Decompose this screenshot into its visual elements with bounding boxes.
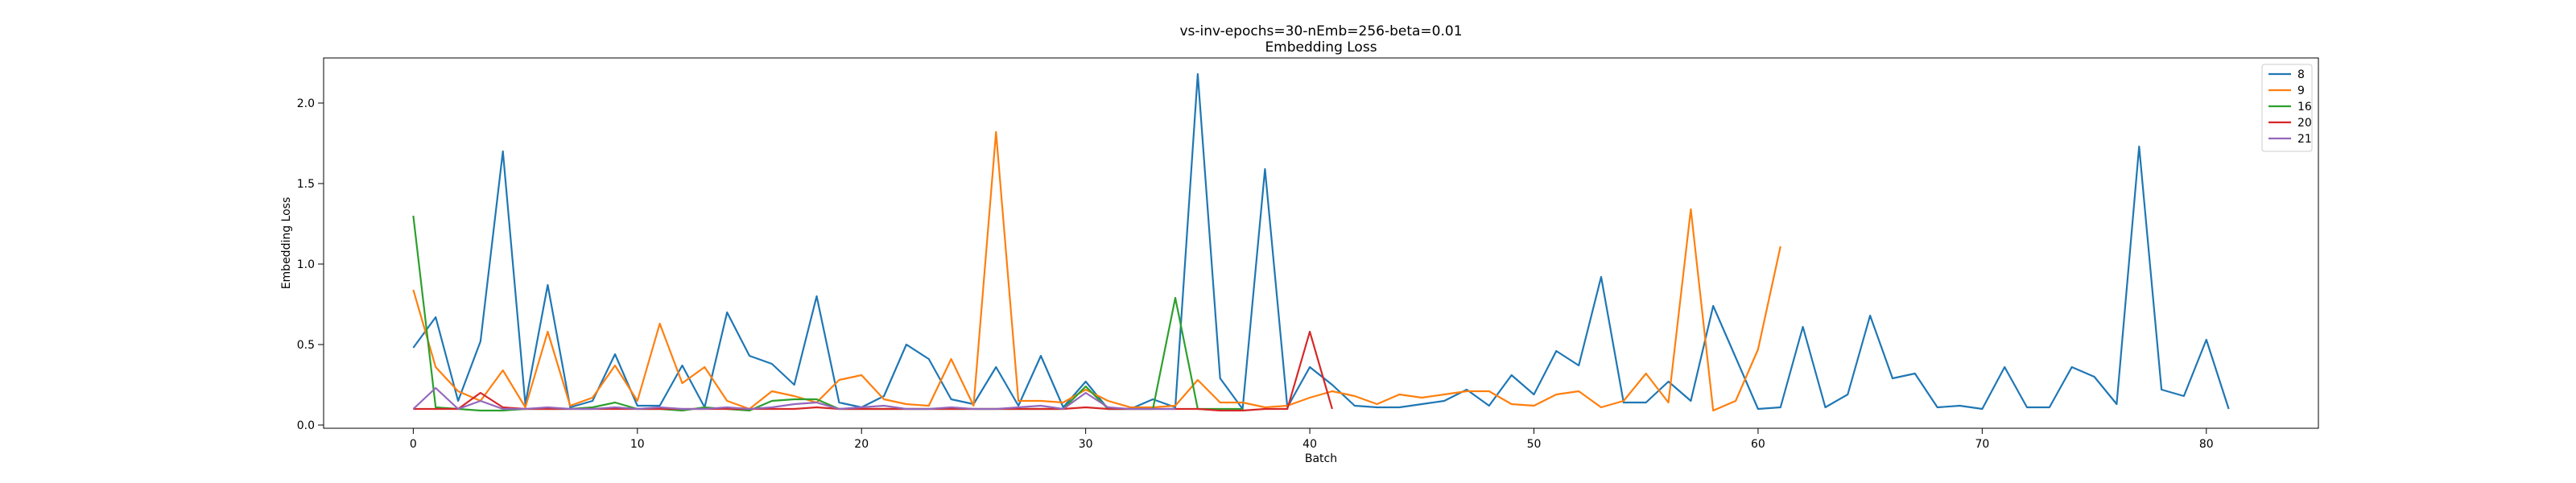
y-tick-label: 1.0 [297, 258, 315, 271]
series-line-21 [412, 386, 1175, 411]
legend-box [2261, 64, 2313, 152]
legend-label-16: 16 [2297, 101, 2312, 114]
x-tick-label: 80 [2199, 438, 2214, 451]
x-tick-label: 60 [1751, 438, 1765, 451]
legend-label-20: 20 [2297, 117, 2312, 130]
x-tick-label: 10 [630, 438, 645, 451]
series-line-9 [412, 130, 1781, 412]
legend-label-21: 21 [2297, 133, 2312, 146]
x-tick-label: 30 [1079, 438, 1093, 451]
x-tick-label: 20 [854, 438, 869, 451]
series-layer [412, 72, 2230, 412]
chart-subtitle: Embedding Loss [1265, 39, 1377, 56]
ticks-layer: 0 10 20 30 40 50 60 70 80 0.0 0.5 1.0 1.5 2.0 [297, 97, 2214, 451]
x-tick-label: 0 [410, 438, 417, 451]
chart-title: vs-inv-epochs=30-nEmb=256-beta=0.01 [1179, 23, 1462, 39]
x-tick-label: 50 [1527, 438, 1542, 451]
series-line-8 [412, 72, 2230, 411]
legend-label-8: 8 [2297, 68, 2305, 81]
y-axis-label: Embedding Loss [280, 197, 293, 290]
x-axis-label: Batch [1305, 452, 1337, 465]
legend-label-9: 9 [2297, 85, 2305, 97]
y-tick-label: 0.0 [297, 419, 315, 432]
x-tick-label: 70 [1975, 438, 1989, 451]
series-line-16 [412, 215, 1243, 412]
plot-frame [323, 57, 2319, 429]
x-tick-label: 40 [1302, 438, 1317, 451]
y-tick-label: 0.5 [297, 339, 315, 352]
legend: 8 9 16 20 21 [2261, 64, 2313, 152]
y-tick-label: 2.0 [297, 97, 315, 110]
y-tick-label: 1.5 [297, 178, 315, 191]
